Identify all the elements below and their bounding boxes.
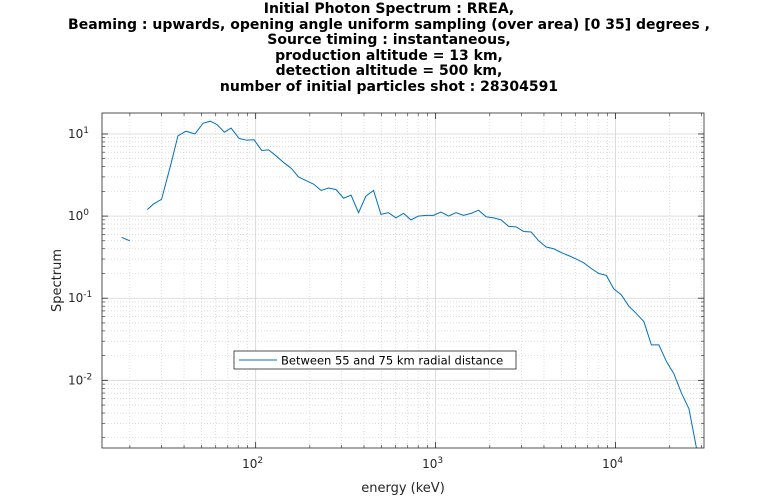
series-line [121, 236, 131, 242]
title-line: Beaming : upwards, opening angle uniform… [68, 16, 710, 33]
legend: Between 55 and 75 km radial distance [233, 350, 517, 370]
title-line: Initial Photon Spectrum : RREA, [263, 1, 515, 17]
y-tick-label: 10-1 [68, 290, 92, 305]
series-line [146, 120, 697, 449]
x-tick-exponent: 2 [257, 456, 263, 466]
chart-title: Initial Photon Spectrum : RREA, Beaming … [0, 1, 778, 95]
title-line: production altitude = 13 km, [275, 47, 503, 64]
series-layer [121, 120, 697, 449]
title-line: Source timing : instantaneous, [267, 32, 511, 48]
y-tick-exponent: -2 [83, 372, 92, 382]
y-tick-exponent: -1 [83, 290, 92, 300]
title-line: number of initial particles shot : 28304… [219, 78, 559, 95]
x-tick-exponent: 4 [617, 456, 623, 466]
plot-area [102, 113, 704, 448]
legend-entry: Between 55 and 75 km radial distance [281, 354, 503, 368]
y-axis-label: Spectrum [50, 249, 65, 312]
ticks-layer [102, 113, 704, 448]
x-tick-labels: 102 103 104 [242, 456, 623, 471]
y-tick-label: 10-2 [68, 372, 92, 387]
major-grid [102, 113, 704, 448]
y-tick-exponent: 1 [83, 126, 89, 136]
y-tick-exponent: 0 [83, 208, 89, 218]
y-tick-label: 100 [68, 208, 89, 223]
x-axis-label: energy (keV) [361, 481, 445, 496]
x-tick-label: 103 [422, 456, 443, 471]
minor-grid [102, 113, 704, 448]
title-line: detection altitude = 500 km, [275, 63, 503, 79]
x-tick-label: 102 [242, 456, 263, 471]
x-tick-exponent: 3 [437, 456, 443, 466]
y-tick-label: 101 [68, 126, 89, 141]
legend-box [233, 350, 517, 370]
x-tick-label: 104 [602, 456, 623, 471]
plot-box [101, 112, 705, 449]
